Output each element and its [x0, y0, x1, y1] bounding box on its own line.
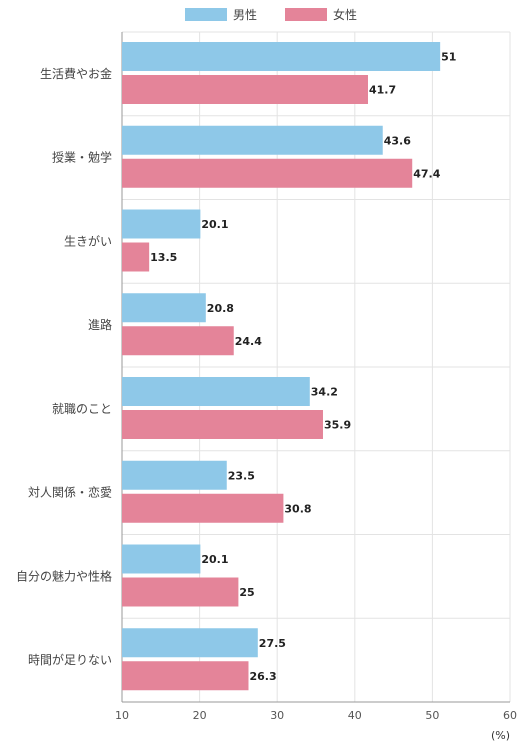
x-tick-label-0: 10	[115, 709, 129, 722]
x-tick-label-1: 20	[193, 709, 207, 722]
bar-female-4	[122, 410, 323, 439]
bar-female-7	[122, 661, 249, 691]
value-label-male-0: 51	[441, 51, 456, 64]
value-label-male-7: 27.5	[259, 637, 286, 650]
value-label-male-6: 20.1	[201, 553, 228, 566]
bar-female-5	[122, 493, 284, 523]
bar-female-0	[122, 75, 368, 104]
x-unit-label: (%)	[491, 729, 510, 742]
value-label-female-1: 47.4	[413, 167, 440, 180]
value-label-male-1: 43.6	[384, 134, 411, 147]
x-tick-label-4: 50	[425, 709, 439, 722]
bar-male-6	[122, 544, 201, 574]
bar-female-2	[122, 242, 150, 272]
bar-male-3	[122, 293, 206, 323]
category-label-2: 生きがい	[64, 233, 112, 248]
category-label-1: 授業・勉学	[52, 150, 112, 165]
bar-male-5	[122, 460, 227, 490]
value-label-male-4: 34.2	[311, 386, 338, 399]
bar-female-1	[122, 158, 413, 188]
bar-male-4	[122, 377, 310, 406]
bar-male-1	[122, 125, 383, 155]
value-label-male-2: 20.1	[201, 218, 228, 231]
category-label-5: 対人関係・恋愛	[28, 485, 112, 500]
value-label-male-5: 23.5	[228, 469, 255, 482]
value-label-female-5: 30.8	[284, 502, 311, 515]
bar-male-0	[122, 42, 441, 71]
legend-swatch-1	[285, 8, 327, 21]
x-tick-label-2: 30	[270, 709, 284, 722]
x-tick-label-3: 40	[348, 709, 362, 722]
category-label-7: 時間が足りない	[28, 652, 112, 667]
bar-male-7	[122, 628, 258, 658]
value-label-female-2: 13.5	[150, 251, 177, 264]
category-label-4: 就職のこと	[52, 402, 112, 416]
legend-label-1: 女性	[333, 7, 357, 22]
value-label-female-0: 41.7	[369, 84, 396, 97]
x-tick-label-5: 60	[503, 709, 517, 722]
value-label-female-6: 25	[239, 586, 254, 599]
category-label-6: 自分の魅力や性格	[16, 568, 112, 583]
bar-female-3	[122, 326, 234, 356]
legend-label-0: 男性	[233, 8, 257, 22]
value-label-female-7: 26.3	[249, 670, 276, 683]
category-label-0: 生活費やお金	[40, 66, 112, 81]
bar-male-2	[122, 209, 201, 239]
bar-female-6	[122, 577, 239, 607]
value-label-female-4: 35.9	[324, 419, 351, 432]
value-label-female-3: 24.4	[235, 335, 262, 348]
legend-swatch-0	[185, 8, 227, 21]
category-label-3: 進路	[88, 317, 112, 332]
value-label-male-3: 20.8	[207, 302, 234, 315]
